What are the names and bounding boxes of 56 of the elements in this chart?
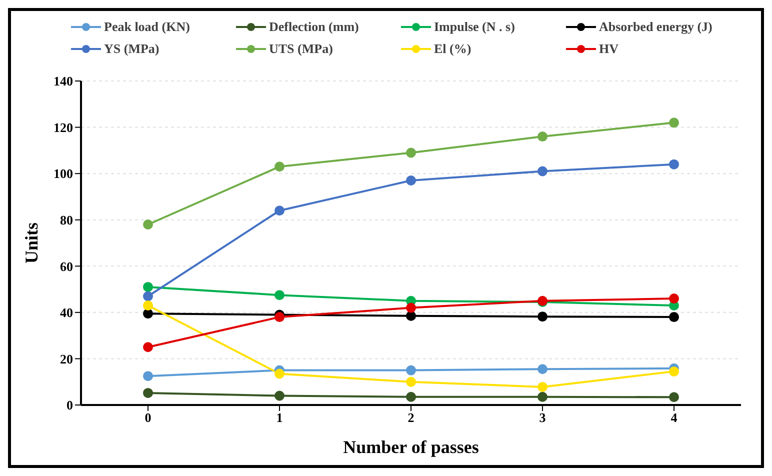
point: [274, 312, 284, 322]
point: [538, 364, 548, 374]
y-tick-label: 60: [60, 258, 73, 274]
point: [274, 368, 284, 379]
point: [669, 118, 679, 128]
point: [669, 159, 679, 170]
x-axis-title: Number of passes: [343, 437, 479, 457]
y-tick-label: 20: [60, 351, 73, 366]
point: [406, 376, 416, 387]
point: [406, 148, 416, 158]
y-tick-label: 40: [60, 305, 73, 320]
x-tick-label: 1: [276, 410, 283, 426]
legend-label: Absorbed energy (J): [599, 19, 712, 35]
legend-label: Peak load (KN): [104, 19, 190, 35]
point: [274, 390, 284, 401]
point: [406, 365, 416, 376]
y-tick-label: 80: [60, 212, 73, 228]
y-axis-title: Units: [21, 222, 42, 264]
point: [143, 342, 153, 352]
point: [143, 282, 153, 292]
point: [669, 312, 679, 322]
legend-label: Deflection (mm): [269, 19, 359, 35]
point: [538, 132, 548, 142]
point: [669, 392, 679, 402]
point: [143, 308, 153, 319]
point: [143, 388, 153, 398]
point: [538, 392, 548, 402]
legend-label: UTS (MPa): [269, 41, 333, 57]
legend-label: HV: [599, 41, 618, 57]
point: [274, 290, 284, 300]
x-tick-label: 3: [539, 410, 546, 426]
point: [143, 371, 153, 382]
y-tick-label: 140: [54, 74, 73, 89]
point: [538, 166, 548, 176]
point: [406, 176, 416, 186]
x-tick-label: 4: [670, 410, 678, 426]
point: [274, 206, 284, 216]
y-tick-label: 100: [54, 166, 73, 182]
point: [274, 162, 284, 172]
point: [669, 366, 679, 376]
point: [538, 312, 548, 322]
point: [538, 382, 548, 392]
x-tick-label: 0: [144, 410, 152, 426]
point: [669, 294, 679, 304]
point: [143, 300, 153, 310]
legend-label: El (%): [434, 41, 472, 57]
point: [406, 310, 416, 321]
legend-label: Impulse (N . s): [434, 19, 515, 35]
x-tick-label: 2: [408, 410, 414, 426]
point: [406, 392, 416, 402]
point: [406, 302, 416, 313]
y-tick-label: 120: [54, 120, 73, 135]
point: [143, 291, 153, 302]
legend-label: YS (MPa): [104, 41, 160, 57]
point: [143, 219, 153, 230]
y-tick-label: 0: [66, 398, 73, 413]
